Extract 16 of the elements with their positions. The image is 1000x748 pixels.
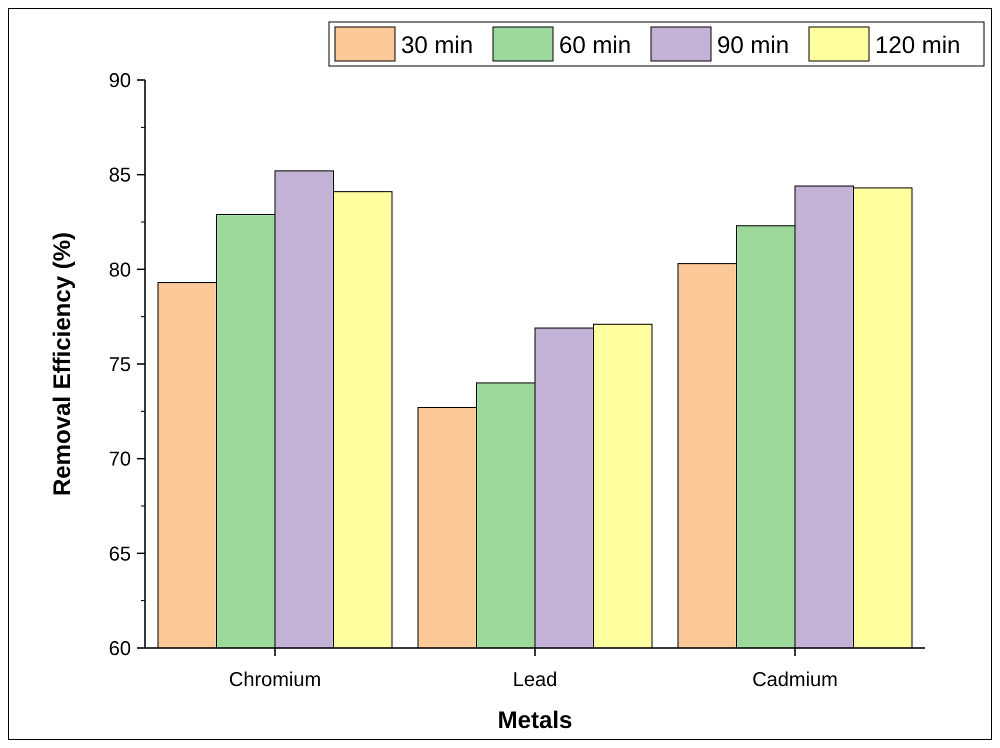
y-axis-title: Removal Efficiency (%)	[49, 232, 76, 496]
y-tick-label: 75	[108, 354, 131, 376]
legend-label: 30 min	[401, 32, 474, 59]
y-tick-label: 90	[108, 70, 131, 92]
legend-label: 90 min	[717, 32, 790, 59]
x-tick-label: Cadmium	[752, 669, 838, 691]
x-tick-label: Chromium	[228, 669, 322, 691]
y-tick-label: 80	[108, 259, 131, 282]
y-tick-label: 85	[108, 164, 131, 187]
x-axis-title: Metals	[498, 707, 572, 734]
y-tick-label: 70	[108, 448, 131, 471]
x-tick-label: Lead	[512, 669, 558, 691]
y-tick-label: 60	[108, 638, 131, 660]
legend-label: 120 min	[875, 32, 960, 59]
y-tick-label: 65	[108, 543, 131, 566]
legend-label: 60 min	[559, 32, 632, 59]
